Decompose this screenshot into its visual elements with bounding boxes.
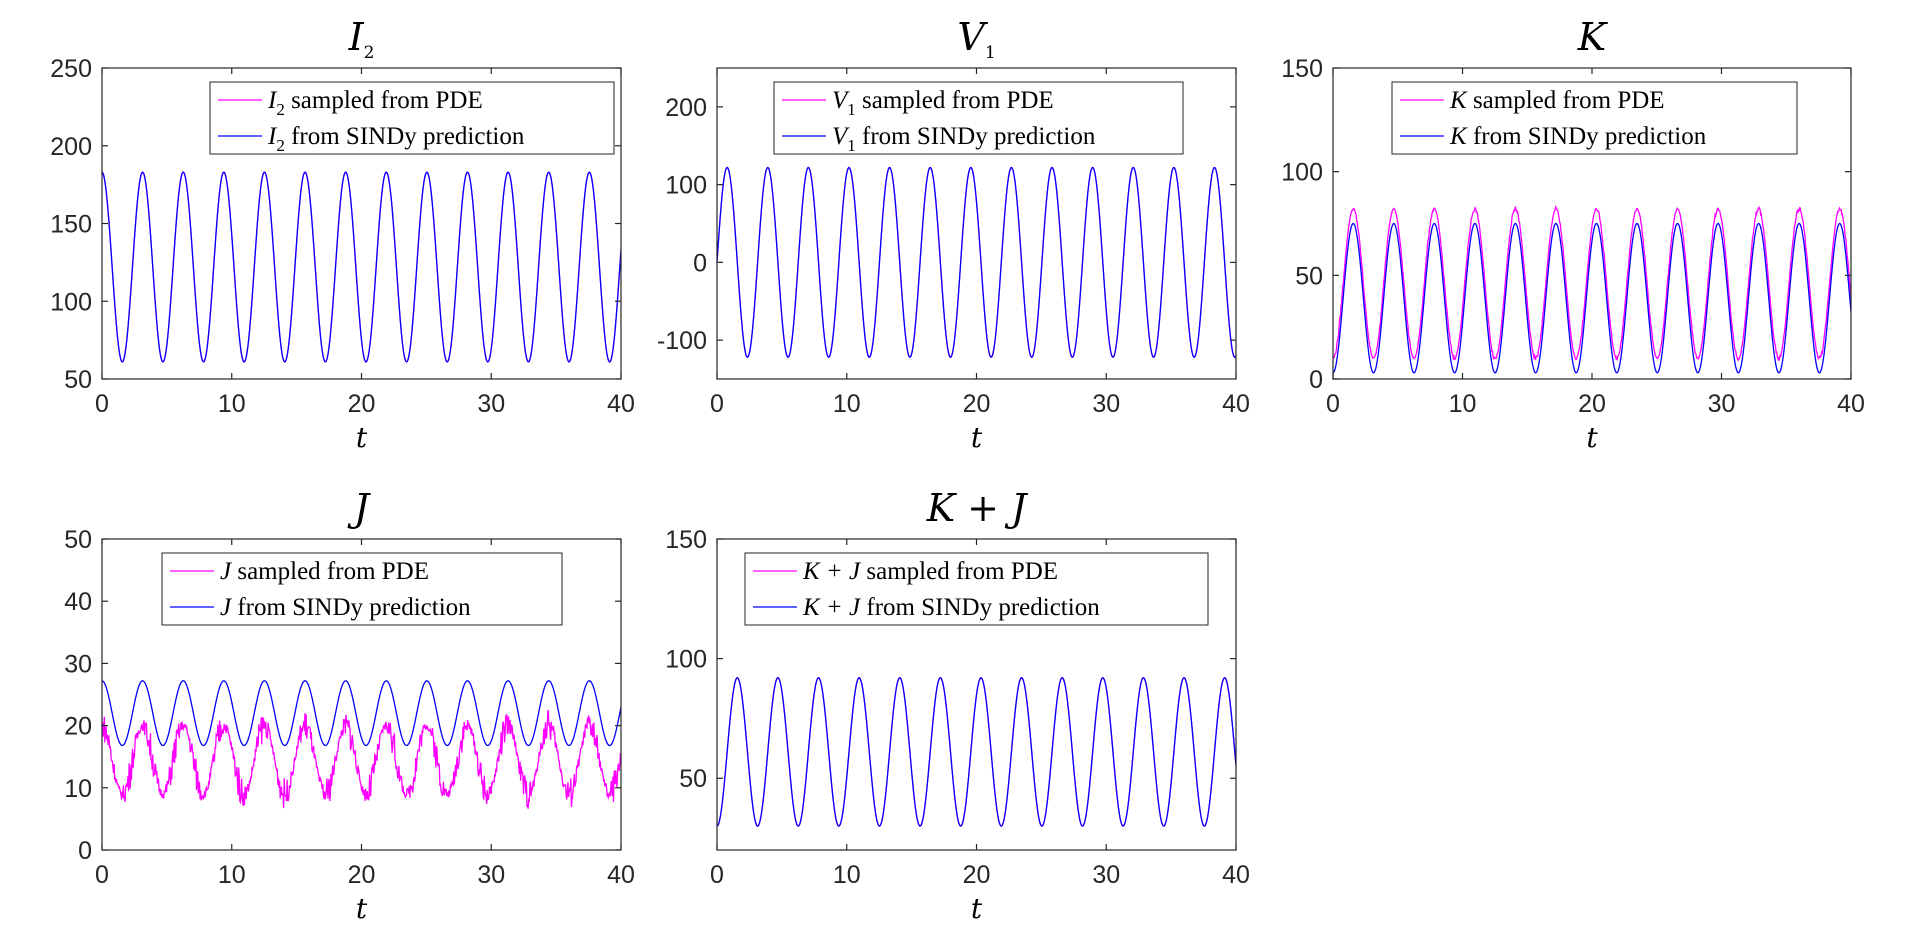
- x-tick-label: 20: [1578, 390, 1606, 418]
- x-tick-label: 20: [963, 861, 991, 889]
- x-tick-label: 10: [833, 861, 861, 889]
- y-tick-label: 100: [1281, 159, 1323, 187]
- legend-entry-label: I2 from SINDy prediction: [267, 123, 525, 155]
- legend-box: [773, 81, 1184, 155]
- series-line-sindy: [717, 677, 1236, 827]
- chart-title: I2: [348, 15, 375, 63]
- legend-entry-label: K sampled from PDE: [1449, 87, 1665, 114]
- series-line-pde: [1333, 204, 1851, 362]
- x-tick-label: 40: [1222, 390, 1250, 418]
- legend: I2 sampled from PDE I2 from SINDy predict…: [209, 81, 615, 155]
- legend: K sampled from PDE K from SINDy predictio…: [1391, 81, 1798, 155]
- legend-box: [209, 81, 615, 155]
- chart-panel-5: K + J 0 10 20 30 40 50 100 150 t K + J sampled fro…: [665, 486, 1250, 925]
- x-tick-label: 10: [218, 390, 246, 418]
- y-tick-label: 50: [679, 765, 707, 793]
- legend-box: [744, 552, 1209, 626]
- legend-entry-label: K + J from SINDy prediction: [802, 594, 1100, 621]
- y-tick-label: 200: [665, 94, 707, 122]
- y-tick-label: 100: [665, 172, 707, 200]
- y-tick-label: 100: [50, 288, 92, 316]
- legend: K + J sampled from PDE K + J from SINDy p…: [744, 552, 1209, 626]
- legend-entry-label: K from SINDy prediction: [1449, 123, 1707, 150]
- chart-title: K + J: [926, 486, 1028, 530]
- y-tick-label: 10: [64, 775, 92, 803]
- x-tick-label: 0: [710, 390, 724, 418]
- x-tick-label: 30: [477, 390, 505, 418]
- y-tick-label: 250: [50, 55, 92, 83]
- x-tick-label: 40: [1222, 861, 1250, 889]
- series-line-sindy: [1333, 222, 1851, 374]
- legend-entry-label: K + J sampled from PDE: [802, 558, 1058, 585]
- legend-box: [161, 552, 563, 626]
- x-tick-label: 10: [1449, 390, 1477, 418]
- x-tick-label: 40: [1837, 390, 1865, 418]
- y-tick-label: 0: [78, 837, 92, 865]
- x-tick-label: 30: [1708, 390, 1736, 418]
- y-tick-label: 100: [665, 646, 707, 674]
- legend-entry-label: J from SINDy prediction: [220, 594, 471, 621]
- legend-entry-label: V1 sampled from PDE: [832, 87, 1054, 119]
- y-tick-label: -100: [657, 327, 707, 355]
- y-tick-label: 50: [64, 366, 92, 394]
- legend: J sampled from PDE J from SINDy predictio…: [161, 552, 563, 626]
- x-axis-label: t: [356, 892, 368, 925]
- chart-panel-4: J 0 10 20 30 40 0 10 20 30 40 50 t J sampled from PDE…: [64, 486, 635, 925]
- series-line-sindy: [102, 171, 621, 363]
- legend-entry-label: I2 sampled from PDE: [267, 87, 483, 119]
- x-tick-label: 40: [607, 390, 635, 418]
- x-tick-label: 0: [710, 861, 724, 889]
- series-line-pde: [102, 709, 621, 809]
- series-line-sindy: [102, 680, 621, 747]
- x-axis-label: t: [356, 421, 368, 454]
- y-tick-label: 150: [50, 211, 92, 239]
- x-tick-label: 10: [218, 861, 246, 889]
- y-tick-label: 200: [50, 133, 92, 161]
- legend-entry-label: V1 from SINDy prediction: [832, 123, 1096, 155]
- x-tick-label: 20: [963, 390, 991, 418]
- x-axis-label: t: [971, 892, 983, 925]
- y-tick-label: 50: [64, 526, 92, 554]
- x-tick-label: 30: [1092, 861, 1120, 889]
- x-axis-label: t: [1586, 421, 1598, 454]
- x-tick-label: 20: [348, 390, 376, 418]
- y-tick-label: 50: [1295, 262, 1323, 290]
- y-tick-label: 150: [1281, 55, 1323, 83]
- y-tick-label: 40: [64, 588, 92, 616]
- y-tick-label: 20: [64, 713, 92, 741]
- legend-entry-label: J sampled from PDE: [220, 558, 429, 585]
- x-tick-label: 0: [95, 861, 109, 889]
- y-tick-label: 30: [64, 650, 92, 678]
- x-tick-label: 40: [607, 861, 635, 889]
- x-tick-label: 20: [348, 861, 376, 889]
- chart-title: K: [1577, 15, 1609, 59]
- x-tick-label: 0: [1326, 390, 1340, 418]
- x-tick-label: 10: [833, 390, 861, 418]
- chart-title: J: [347, 486, 371, 530]
- legend-box: [1391, 81, 1798, 155]
- chart-title: V1: [957, 15, 995, 63]
- y-tick-label: 0: [1309, 366, 1323, 394]
- x-axis-label: t: [971, 421, 983, 454]
- chart-panel-2: V1 0 10 20 30 40 -100 0 100 200 t V1 sampled from P…: [657, 15, 1250, 454]
- y-tick-label: 0: [693, 249, 707, 277]
- x-tick-label: 30: [477, 861, 505, 889]
- series-line-sindy: [717, 166, 1236, 359]
- x-tick-label: 30: [1092, 390, 1120, 418]
- chart-panel-1: I2 0 10 20 30 40 50 100 150 200 250 t I2 sampled fro…: [50, 15, 635, 454]
- legend: V1 sampled from PDE V1 from SINDy predict…: [773, 81, 1184, 155]
- x-tick-label: 0: [95, 390, 109, 418]
- y-tick-label: 150: [665, 526, 707, 554]
